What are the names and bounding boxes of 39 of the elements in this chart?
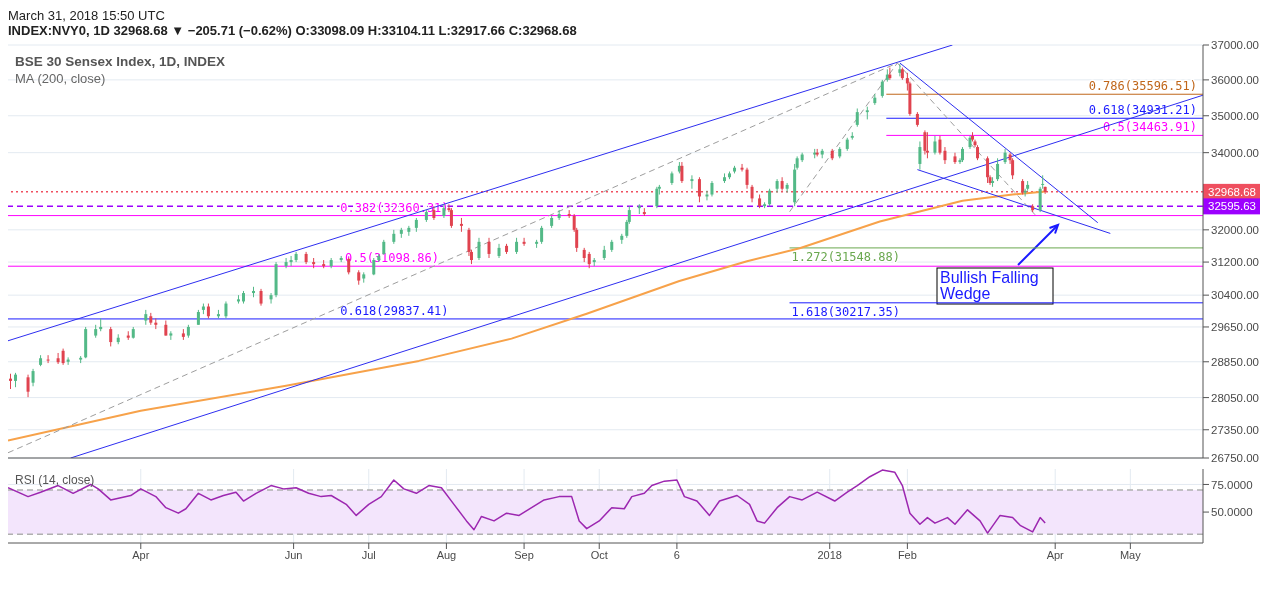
- y-tick-label: 35000.00: [1211, 109, 1259, 122]
- x-tick-label: May: [1119, 548, 1142, 561]
- y-tick-label: 30400.00: [1211, 289, 1259, 302]
- y-tick-label: 26750.00: [1211, 452, 1259, 465]
- y-tick-label: 32000.00: [1211, 223, 1259, 236]
- text: BSE 30 Sensex Index, 1D, INDEX: [15, 53, 226, 70]
- ref-line-label: 1.272(31548.88): [791, 249, 900, 264]
- y-tick-label: 29650.00: [1211, 321, 1259, 334]
- x-tick-label: Feb: [897, 548, 917, 561]
- x-tick-label: Apr: [132, 548, 150, 561]
- y-tick-label: 75.0000: [1211, 478, 1253, 491]
- x-tick-label: 2018: [817, 548, 842, 561]
- y-tick-label: 28850.00: [1211, 355, 1259, 368]
- y-tick-label: 36000.00: [1211, 73, 1259, 86]
- text: MA (200, close): [15, 70, 107, 87]
- x-tick-label: Jul: [361, 548, 376, 561]
- text: INDEX:NVY0, 1D 32968.68 ▼ −205.71 (−0.62%) O:33098.09 H:33104.11 L:32917.66 C:32968.68: [8, 23, 578, 38]
- ref-line-label: 0.5(31098.86): [344, 251, 439, 266]
- ref-line-label: 0.786(35596.51): [1088, 79, 1197, 94]
- x-tick-label: Sep: [514, 548, 534, 561]
- x-tick-label: Oct: [590, 548, 608, 561]
- ref-line-label: 0.618(29837.41): [340, 303, 449, 318]
- x-tick-label: Aug: [436, 548, 457, 561]
- y-tick-label: 37000.00: [1211, 39, 1259, 52]
- x-tick-label: 6: [673, 548, 680, 561]
- chart-title: RSI (14, close): [15, 472, 95, 489]
- y-tick-label: 28050.00: [1211, 391, 1259, 404]
- x-tick-label: Jun: [284, 548, 303, 561]
- y-tick-label: 50.0000: [1211, 506, 1253, 519]
- y-tick-label: 31200.00: [1211, 256, 1259, 269]
- ref-line-label: 1.618(30217.35): [791, 304, 900, 319]
- text: March 31, 2018 15:50 UTC: [8, 8, 166, 23]
- annotation: Bullish Falling Wedge: [940, 269, 1039, 302]
- ref-line-label: 32968.68: [1208, 185, 1256, 198]
- ref-line-label: 32595.63: [1208, 200, 1256, 213]
- y-tick-label: 34000.00: [1211, 146, 1259, 159]
- ref-line-label: 0.5(34463.91): [1103, 120, 1197, 135]
- x-tick-label: Apr: [1046, 548, 1065, 561]
- y-tick-label: 27350.00: [1211, 423, 1259, 436]
